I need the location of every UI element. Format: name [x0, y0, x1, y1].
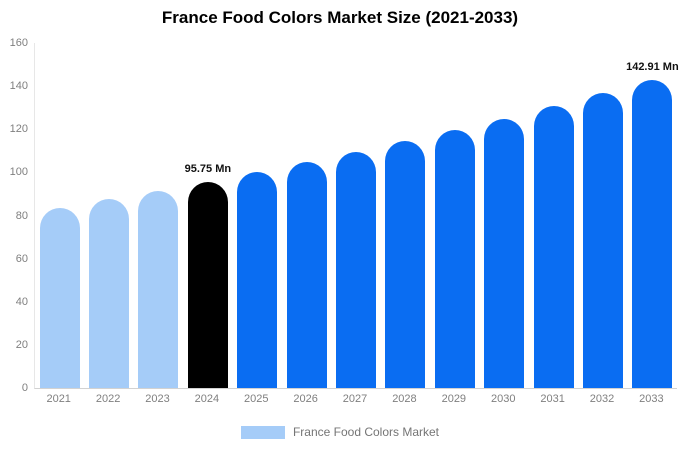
y-tick-label: 80: [15, 209, 28, 222]
data-label-2024: 95.75 Mn: [184, 162, 232, 175]
bar-2030[interactable]: [484, 118, 525, 388]
x-tick-label-2032: 2032: [589, 393, 615, 405]
x-tick-label-2033: 2033: [639, 393, 664, 405]
legend-swatch: [240, 425, 285, 439]
bar-slot-2033: 142.91 Mn: [626, 43, 679, 388]
bar-2024[interactable]: [187, 181, 228, 388]
x-axis: 2021 2022 2023 2024 2025 2026 2027 2028 2029 2030…: [34, 393, 676, 405]
x-tick-label-2026: 2026: [293, 393, 318, 405]
bar-2025[interactable]: [237, 172, 278, 388]
bar-slot-2029: [430, 43, 479, 388]
x-tick-label-2027: 2027: [342, 393, 368, 405]
y-tick-label: 140: [9, 80, 28, 93]
bar-2031[interactable]: [533, 106, 574, 388]
bar-slot-2022: [84, 43, 133, 388]
bar-2029[interactable]: [434, 130, 475, 388]
y-tick-label: 60: [15, 252, 28, 265]
bar-slot-2028: [381, 43, 430, 388]
bar-2022[interactable]: [89, 199, 130, 388]
legend-label: France Food Colors Market: [292, 425, 440, 439]
bar-slot-2021: [35, 43, 84, 388]
bar-2033[interactable]: [632, 79, 673, 388]
bar-slot-2032: [578, 43, 627, 388]
y-axis: 0 20 40 60 80 100 120 140 160: [0, 37, 28, 394]
plot-area: 95.75 Mn 142.91 Mn: [34, 43, 679, 389]
x-tick-label-2023: 2023: [145, 393, 170, 405]
bar-2028[interactable]: [385, 141, 426, 388]
x-tick-label-2029: 2029: [441, 393, 467, 405]
bar-2032[interactable]: [582, 93, 623, 388]
x-tick-label-2030: 2030: [490, 393, 516, 405]
chart-title: France Food Colors Market Size (2021-203…: [161, 8, 519, 27]
bar-2026[interactable]: [286, 162, 327, 388]
bar-slot-2026: [282, 43, 331, 388]
x-tick-label-2021: 2021: [46, 393, 71, 405]
bar-slot-2024: 95.75 Mn: [183, 43, 232, 388]
y-tick-label: 120: [9, 123, 28, 136]
x-tick-label-2022: 2022: [95, 393, 121, 405]
bar-slot-2025: [233, 43, 282, 388]
bar-2027[interactable]: [336, 152, 377, 388]
y-tick-label: 160: [9, 37, 28, 49]
x-tick-label-2031: 2031: [540, 393, 565, 405]
x-tick-label-2024: 2024: [194, 393, 220, 405]
y-tick-label: 40: [15, 295, 28, 308]
bar-slot-2027: [331, 43, 380, 388]
bar-slot-2031: [529, 43, 578, 388]
bar-slot-2023: [134, 43, 183, 388]
bar-2023[interactable]: [138, 190, 179, 388]
y-tick-label: 100: [9, 166, 28, 179]
y-tick-label: 0: [21, 382, 28, 394]
bar-slot-2030: [480, 43, 529, 388]
legend[interactable]: France Food Colors Market: [0, 425, 680, 439]
x-tick-label-2028: 2028: [392, 393, 417, 405]
data-label-2033: 142.91 Mn: [626, 60, 679, 73]
y-tick-label: 20: [15, 338, 28, 351]
bar-2021[interactable]: [39, 207, 80, 388]
x-tick-label-2025: 2025: [244, 393, 269, 405]
